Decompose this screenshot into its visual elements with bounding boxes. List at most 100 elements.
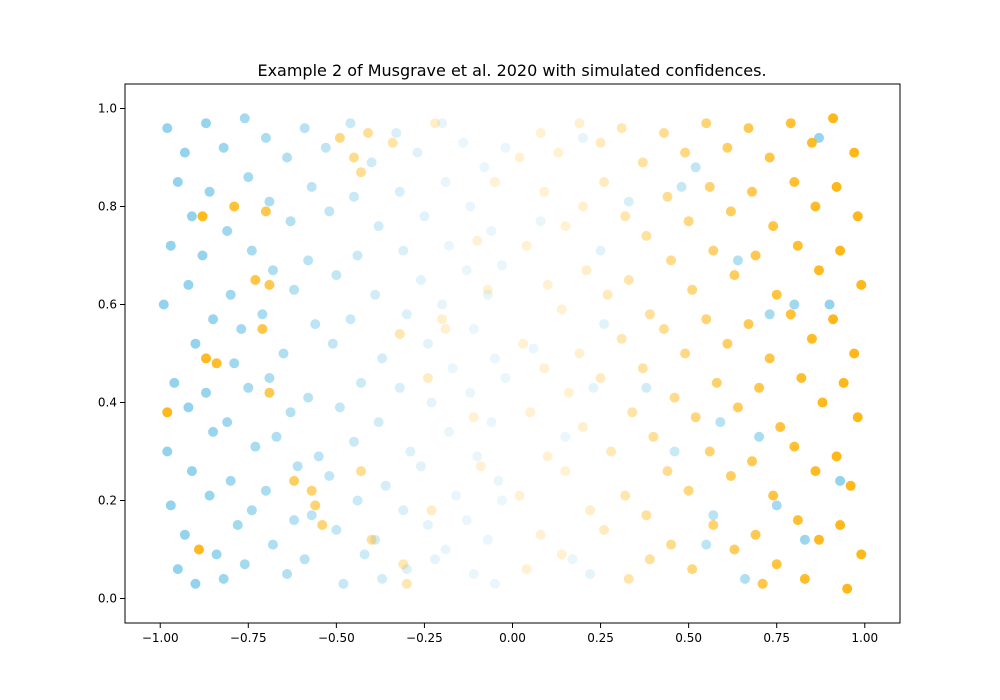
point-blue xyxy=(813,132,824,143)
point-orange xyxy=(623,573,634,584)
x-tick-label: 0.75 xyxy=(763,631,790,645)
point-orange xyxy=(595,137,606,148)
point-orange xyxy=(260,206,271,217)
point-orange xyxy=(750,529,761,540)
point-blue xyxy=(257,309,268,320)
point-orange xyxy=(468,412,479,423)
point-blue xyxy=(528,343,539,354)
point-blue xyxy=(426,397,437,408)
point-blue xyxy=(197,250,208,261)
point-orange xyxy=(835,520,846,530)
point-blue xyxy=(676,181,687,192)
point-blue xyxy=(585,569,595,579)
point-blue xyxy=(282,569,293,579)
point-orange xyxy=(363,128,374,138)
point-blue xyxy=(824,299,835,310)
point-orange xyxy=(757,578,768,589)
point-blue xyxy=(352,250,363,261)
point-blue xyxy=(419,211,430,222)
point-blue xyxy=(345,314,356,325)
point-orange xyxy=(747,186,758,197)
point-blue xyxy=(204,186,215,197)
y-tick-label: 0.0 xyxy=(98,592,117,606)
point-orange xyxy=(754,382,765,393)
point-orange xyxy=(542,451,553,462)
y-tick-label: 0.4 xyxy=(98,396,117,410)
point-blue xyxy=(461,265,472,276)
point-orange xyxy=(764,152,775,163)
point-blue xyxy=(250,441,261,452)
point-orange xyxy=(317,520,328,530)
point-orange xyxy=(683,216,694,227)
point-orange xyxy=(648,431,659,442)
point-orange xyxy=(437,314,448,325)
point-blue xyxy=(708,510,719,521)
point-orange xyxy=(162,407,173,418)
point-blue xyxy=(267,539,278,550)
point-blue xyxy=(169,377,180,388)
point-orange xyxy=(348,152,359,163)
point-orange xyxy=(542,279,553,290)
point-blue xyxy=(345,118,356,129)
point-blue xyxy=(218,142,229,153)
point-orange xyxy=(768,490,779,501)
point-blue xyxy=(306,181,317,192)
point-blue xyxy=(190,578,201,589)
point-blue xyxy=(740,573,750,584)
point-blue xyxy=(225,289,236,300)
point-blue xyxy=(158,299,169,310)
point-blue xyxy=(324,471,335,481)
point-blue xyxy=(599,319,610,330)
point-blue xyxy=(260,485,271,496)
point-orange xyxy=(690,412,701,423)
point-orange xyxy=(687,564,698,575)
point-orange xyxy=(560,466,571,477)
point-orange xyxy=(747,456,758,467)
chart-title: Example 2 of Musgrave et al. 2020 with s… xyxy=(257,61,766,80)
point-blue xyxy=(764,309,775,320)
point-blue xyxy=(422,338,433,349)
point-blue xyxy=(535,216,546,227)
point-blue xyxy=(165,500,176,511)
point-orange xyxy=(422,373,433,383)
point-blue xyxy=(324,206,335,217)
point-orange xyxy=(856,549,867,560)
point-blue xyxy=(239,113,250,124)
point-orange xyxy=(644,309,655,320)
point-blue xyxy=(430,554,440,565)
point-blue xyxy=(415,275,426,285)
point-blue xyxy=(465,387,476,398)
point-orange xyxy=(264,279,275,290)
point-orange xyxy=(852,211,863,222)
point-blue xyxy=(289,515,300,526)
point-orange xyxy=(535,529,546,540)
point-blue xyxy=(299,123,310,134)
point-blue xyxy=(588,382,599,393)
point-orange xyxy=(743,123,754,134)
point-blue xyxy=(310,319,321,330)
point-blue xyxy=(208,426,219,437)
point-orange xyxy=(725,206,736,217)
point-orange xyxy=(560,221,571,232)
point-orange xyxy=(521,564,532,575)
point-blue xyxy=(352,495,363,506)
point-blue xyxy=(437,118,448,129)
point-orange xyxy=(306,485,317,496)
axes: −1.00 −0.75 −0.50 −0.25 0.00 0.25 0.50 0.75 1.00… xyxy=(98,102,878,646)
point-orange xyxy=(828,113,839,124)
point-blue xyxy=(377,353,388,364)
point-orange xyxy=(599,177,610,187)
point-orange xyxy=(482,284,493,295)
point-orange xyxy=(701,118,712,129)
point-orange xyxy=(553,147,564,158)
point-blue xyxy=(754,431,765,442)
point-orange xyxy=(535,128,546,138)
point-blue xyxy=(440,177,451,187)
point-orange xyxy=(197,211,208,222)
point-blue xyxy=(359,549,370,560)
point-blue xyxy=(370,289,381,300)
point-blue xyxy=(260,132,271,143)
point-blue xyxy=(299,554,310,565)
point-orange xyxy=(637,363,648,374)
